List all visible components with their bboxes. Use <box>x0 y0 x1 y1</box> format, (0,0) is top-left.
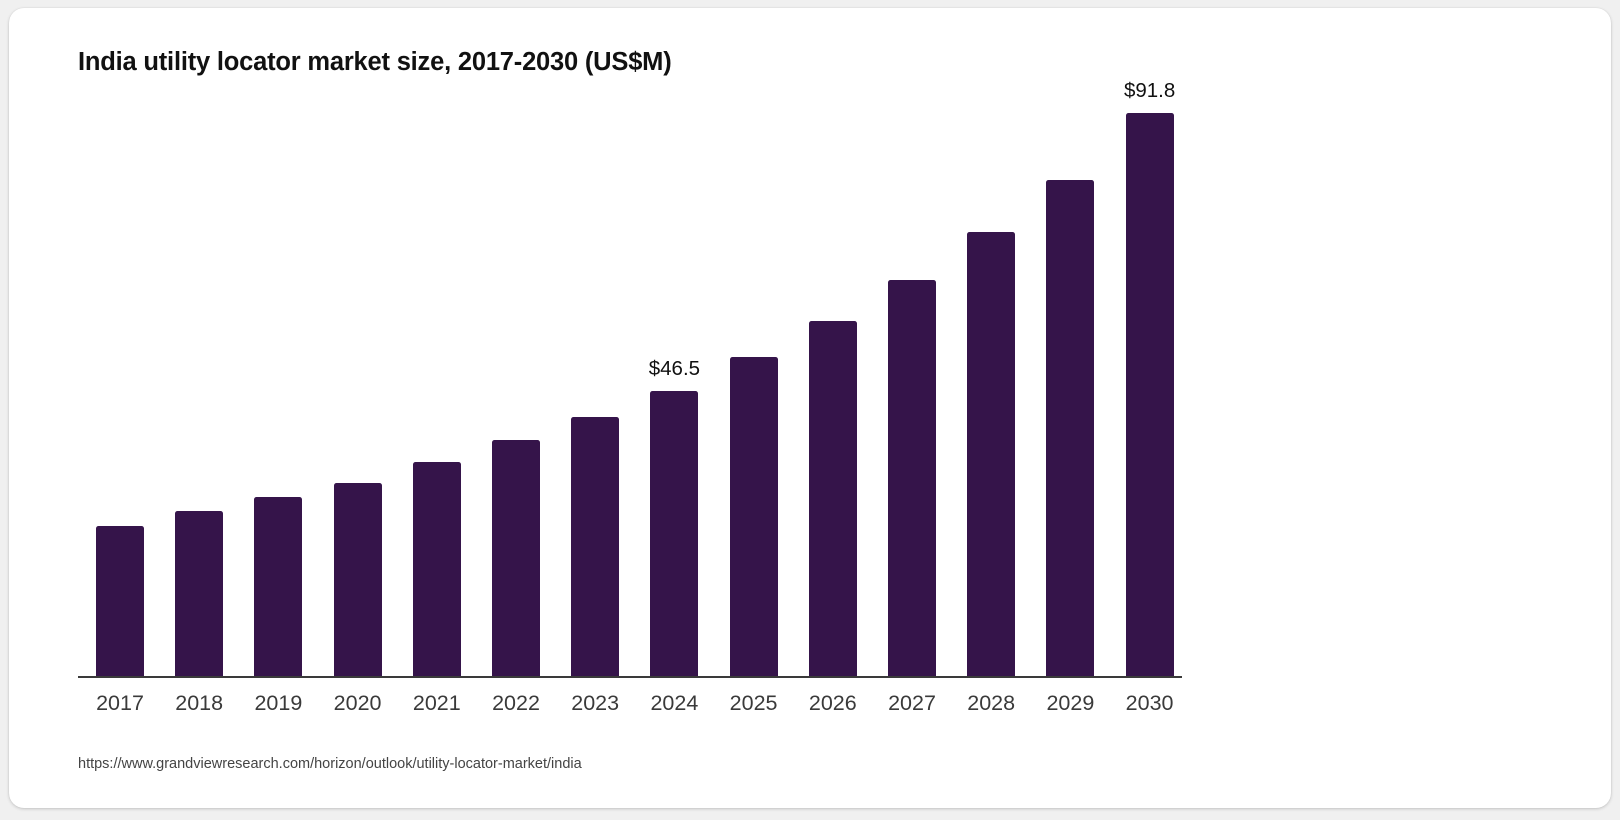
bar-chart-plot-area: 2017 2018 2019 2020 2021 2022 2023 $46.5 2024 202… <box>9 8 1611 808</box>
x-axis-tick-2018: 2018 <box>175 691 224 715</box>
x-axis-tick-2021: 2021 <box>412 691 461 715</box>
x-axis-tick-2030: 2030 <box>1125 691 1174 715</box>
chart-card: India utility locator market size, 2017-… <box>9 8 1611 808</box>
x-axis-tick-2022: 2022 <box>492 691 540 715</box>
bar-2021[interactable] <box>412 461 461 676</box>
bar-value-label-2024: $46.5 <box>648 356 701 380</box>
x-axis-tick-2019: 2019 <box>254 691 303 715</box>
bar-value-label-2030: $91.8 <box>1123 79 1176 102</box>
bar-2017[interactable] <box>96 525 144 676</box>
bar-2029[interactable] <box>1046 179 1095 676</box>
x-axis-tick-2026: 2026 <box>808 691 857 715</box>
x-axis-line <box>78 676 1182 678</box>
x-axis-tick-2029: 2029 <box>1046 691 1095 715</box>
bar-2028[interactable] <box>967 231 1016 676</box>
x-axis-tick-2027: 2027 <box>888 691 936 715</box>
x-axis-tick-2028: 2028 <box>967 691 1016 715</box>
bar-2020[interactable] <box>333 482 382 676</box>
x-axis-tick-2023: 2023 <box>571 691 620 715</box>
x-axis-tick-2025: 2025 <box>729 691 778 715</box>
bar-2019[interactable] <box>254 496 303 676</box>
bar-2022[interactable] <box>492 439 540 676</box>
x-axis-tick-2024: 2024 <box>650 691 699 715</box>
bar-2023[interactable] <box>571 416 620 676</box>
bar-2027[interactable] <box>888 279 936 676</box>
bar-2030[interactable] <box>1125 113 1174 676</box>
x-axis-tick-2020: 2020 <box>333 691 382 715</box>
page-title: India utility locator market size, 2017-… <box>78 48 672 76</box>
bar-2026[interactable] <box>808 320 857 676</box>
x-axis-tick-2017: 2017 <box>96 691 144 715</box>
source-url-text: https://www.grandviewresearch.com/horizo… <box>78 756 582 772</box>
bar-2025[interactable] <box>729 357 778 676</box>
bar-2018[interactable] <box>175 511 224 676</box>
bar-2024[interactable] <box>650 390 699 676</box>
